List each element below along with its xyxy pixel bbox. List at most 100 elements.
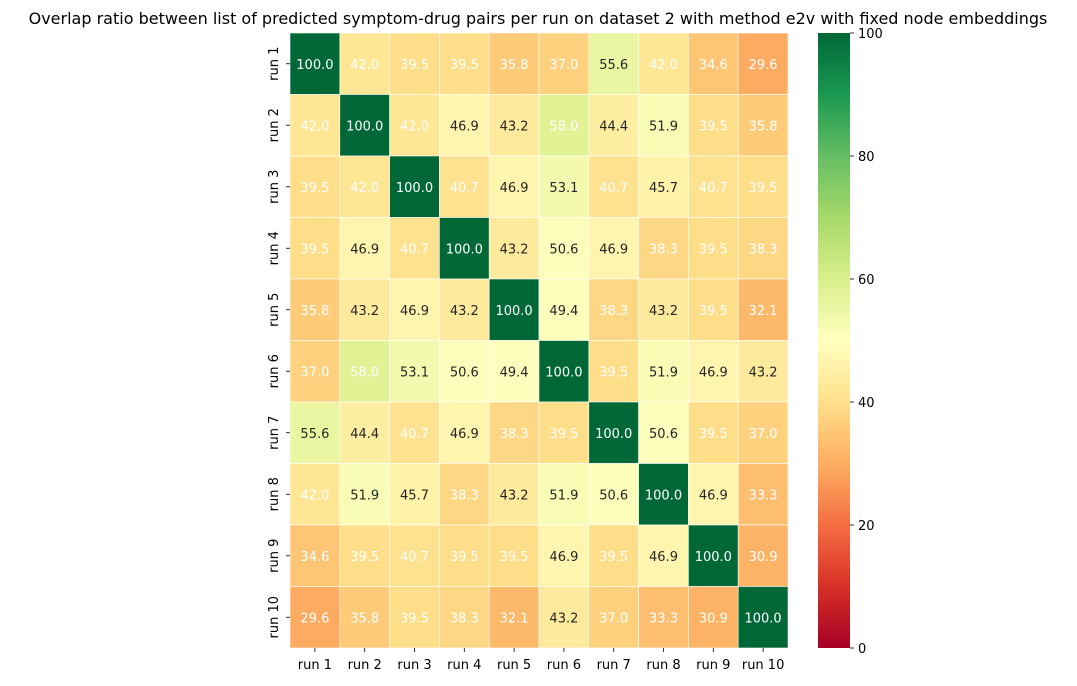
cell-value-r1-c3: 39.5: [400, 58, 429, 73]
heatmap-cell-r9-c4: [439, 524, 490, 587]
heatmap-cell-r10-c8: [638, 586, 689, 649]
x-tick-label-5: run 5: [497, 658, 531, 673]
cell-value-r4-c10: 38.3: [749, 242, 778, 257]
heatmap-cell-r5-c9: [688, 278, 739, 341]
heatmap-cell-r9-c6: [538, 524, 590, 587]
cell-value-r10-c2: 35.8: [350, 611, 379, 626]
heatmap-cell-r1-c3: [389, 32, 440, 95]
colorbar-tick-label-2: 20: [858, 519, 875, 534]
y-tick-label-9: run 9: [267, 539, 282, 573]
cell-value-r1-c2: 42.0: [350, 58, 379, 73]
cell-value-r5-c9: 39.5: [699, 304, 728, 319]
cell-value-r2-c8: 51.9: [649, 119, 678, 134]
heatmap-cell-r8-c9: [688, 463, 739, 526]
cell-value-r8-c5: 43.2: [500, 488, 529, 503]
cell-value-r5-c1: 35.8: [300, 304, 329, 319]
cell-value-r2-c10: 35.8: [749, 119, 778, 134]
heatmap-cell-r2-c10: [737, 94, 789, 157]
cell-value-r6-c10: 43.2: [749, 365, 778, 380]
cell-value-r9-c1: 34.6: [300, 550, 329, 565]
heatmap-cell-r9-c10: [737, 524, 789, 587]
x-tick-label-1: run 1: [298, 658, 332, 673]
heatmap-cell-r6-c5: [488, 340, 540, 403]
x-tick-label-7: run 7: [597, 658, 631, 673]
heatmap-cell-r4-c5: [488, 217, 540, 280]
cell-value-r3-c6: 53.1: [549, 181, 578, 196]
heatmap-cell-r6-c6: [538, 340, 590, 403]
heatmap-cell-r2-c9: [688, 94, 739, 157]
cell-value-r2-c5: 43.2: [500, 119, 529, 134]
heatmap-cell-r1-c4: [439, 32, 490, 95]
colorbar-tick-label-5: 80: [858, 150, 875, 165]
cell-value-r6-c2: 58.0: [350, 365, 379, 380]
heatmap-cell-r10-c1: [289, 586, 341, 649]
colorbar-ticks: 0 20 40 60 80 100: [850, 27, 883, 657]
x-tick-label-4: run 4: [447, 658, 481, 673]
heatmap-cell-r3-c10: [737, 155, 789, 218]
heatmap-cell-r6-c1: [289, 340, 341, 403]
y-tick-label-7: run 7: [267, 416, 282, 450]
heatmap-cell-r3-c3: [389, 155, 440, 218]
cell-value-r8-c2: 51.9: [350, 488, 379, 503]
cell-value-r8-c4: 38.3: [450, 488, 479, 503]
chart-title: Overlap ratio between list of predicted …: [29, 9, 1048, 28]
x-tick-label-3: run 3: [397, 658, 431, 673]
heatmap-cell-r5-c3: [389, 278, 440, 341]
heatmap-cell-r1-c2: [339, 32, 390, 95]
heatmap-cell-r4-c9: [688, 217, 739, 280]
heatmap-cell-r8-c5: [488, 463, 540, 526]
cell-value-r6-c7: 39.5: [599, 365, 628, 380]
y-tick-label-8: run 8: [267, 477, 282, 511]
cell-value-r8-c8: 100.0: [645, 488, 682, 503]
cell-value-r1-c7: 55.6: [599, 58, 628, 73]
heatmap-cell-r8-c6: [538, 463, 590, 526]
heatmap-cell-r8-c4: [439, 463, 490, 526]
heatmap-cell-r2-c7: [588, 94, 639, 157]
heatmap-cell-r2-c6: [538, 94, 590, 157]
heatmap-cell-r8-c10: [737, 463, 789, 526]
heatmap-cell-r3-c9: [688, 155, 739, 218]
cell-value-r8-c6: 51.9: [549, 488, 578, 503]
heatmap-cell-r6-c7: [588, 340, 639, 403]
cell-value-r2-c2: 100.0: [346, 119, 383, 134]
cell-value-r10-c9: 30.9: [699, 611, 728, 626]
heatmap-cell-r9-c9: [688, 524, 739, 587]
x-tick-label-9: run 9: [696, 658, 730, 673]
heatmap-cell-r10-c2: [339, 586, 390, 649]
cell-value-r8-c7: 50.6: [599, 488, 628, 503]
x-tick-label-10: run 10: [742, 658, 785, 673]
cell-value-r9-c6: 46.9: [549, 550, 578, 565]
heatmap-cell-r5-c8: [638, 278, 689, 341]
heatmap-cell-r2-c3: [389, 94, 440, 157]
cell-value-r5-c3: 46.9: [400, 304, 429, 319]
heatmap-cell-r10-c9: [688, 586, 739, 649]
cell-value-r3-c5: 46.9: [500, 181, 529, 196]
colorbar-tick-label-4: 60: [858, 273, 875, 288]
cell-value-r7-c1: 55.6: [300, 427, 329, 442]
y-tick-label-1: run 1: [267, 47, 282, 81]
heatmap-cell-r9-c7: [588, 524, 639, 587]
heatmap-cell-r5-c6: [538, 278, 590, 341]
cell-value-r9-c4: 39.5: [450, 550, 479, 565]
colorbar: 0 20 40 60 80 100: [818, 27, 883, 657]
x-tick-label-8: run 8: [646, 658, 680, 673]
colorbar-tick-label-1: 0: [858, 642, 866, 657]
heatmap-cell-r7-c6: [538, 401, 590, 464]
cell-value-r7-c4: 46.9: [450, 427, 479, 442]
heatmap-cell-r1-c1: [289, 32, 341, 95]
heatmap-cell-r9-c5: [488, 524, 540, 587]
heatmap-cell-r10-c5: [488, 586, 540, 649]
heatmap-cell-r1-c5: [488, 32, 540, 95]
heatmap-cell-r5-c5: [488, 278, 540, 341]
heatmap-cell-r4-c8: [638, 217, 689, 280]
cell-value-r3-c4: 40.7: [450, 181, 479, 196]
y-tick-label-3: run 3: [267, 170, 282, 204]
cell-value-r3-c2: 42.0: [350, 181, 379, 196]
cell-value-r4-c5: 43.2: [500, 242, 529, 257]
cell-value-r6-c6: 100.0: [545, 365, 582, 380]
y-axis: run 1 run 2 run 3 run 4 run 5 run 6 run 7 run 8…: [267, 47, 290, 639]
cell-value-r3-c1: 39.5: [300, 181, 329, 196]
heatmap-cell-r5-c2: [339, 278, 390, 341]
cell-value-r7-c9: 39.5: [699, 427, 728, 442]
